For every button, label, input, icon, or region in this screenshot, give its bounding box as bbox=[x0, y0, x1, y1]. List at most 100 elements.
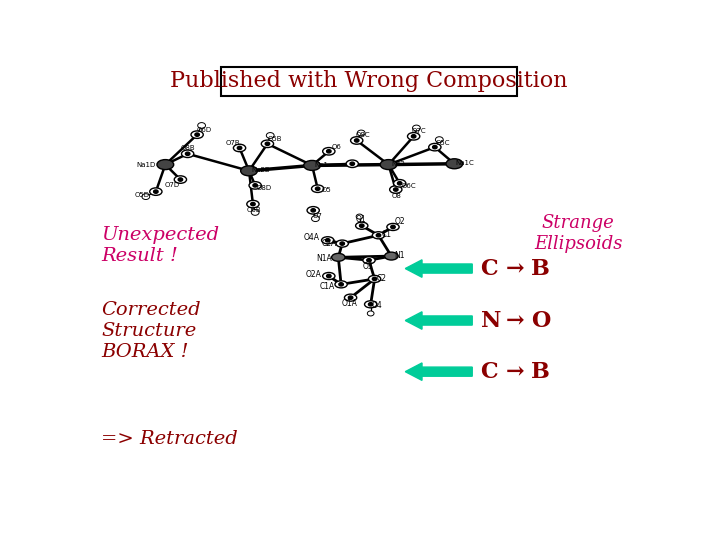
Circle shape bbox=[340, 242, 344, 245]
Circle shape bbox=[413, 125, 420, 131]
Text: →: → bbox=[505, 258, 524, 280]
Ellipse shape bbox=[181, 150, 194, 158]
Text: O5: O5 bbox=[321, 187, 331, 193]
Ellipse shape bbox=[332, 253, 345, 261]
Ellipse shape bbox=[384, 252, 398, 260]
FancyArrow shape bbox=[405, 312, 472, 329]
Circle shape bbox=[350, 162, 354, 165]
Ellipse shape bbox=[356, 222, 368, 230]
Text: O7D: O7D bbox=[165, 182, 180, 188]
Circle shape bbox=[327, 150, 331, 153]
Ellipse shape bbox=[312, 185, 324, 192]
Ellipse shape bbox=[335, 281, 347, 288]
Ellipse shape bbox=[323, 273, 335, 280]
Text: O8: O8 bbox=[392, 193, 401, 199]
Circle shape bbox=[142, 194, 150, 199]
Ellipse shape bbox=[233, 144, 246, 152]
Text: O7C: O7C bbox=[412, 129, 426, 134]
Ellipse shape bbox=[191, 131, 203, 138]
Text: C1A: C1A bbox=[320, 282, 336, 292]
FancyBboxPatch shape bbox=[221, 67, 517, 96]
Text: O4A: O4A bbox=[304, 233, 320, 242]
Circle shape bbox=[253, 184, 258, 187]
Circle shape bbox=[377, 234, 381, 237]
Circle shape bbox=[397, 181, 402, 185]
Text: O3: O3 bbox=[362, 261, 373, 271]
Ellipse shape bbox=[249, 181, 261, 189]
Circle shape bbox=[312, 216, 320, 221]
Circle shape bbox=[367, 311, 374, 316]
Circle shape bbox=[394, 188, 398, 191]
FancyArrow shape bbox=[405, 260, 472, 277]
Text: →: → bbox=[505, 361, 524, 383]
Circle shape bbox=[357, 130, 365, 136]
Text: N1A: N1A bbox=[317, 254, 332, 263]
Ellipse shape bbox=[428, 144, 441, 151]
Circle shape bbox=[327, 274, 331, 278]
Ellipse shape bbox=[261, 140, 274, 147]
Ellipse shape bbox=[304, 160, 320, 171]
Text: C2A: C2A bbox=[321, 239, 336, 248]
Circle shape bbox=[391, 225, 395, 228]
Text: B: B bbox=[531, 258, 549, 280]
Ellipse shape bbox=[408, 133, 420, 140]
Text: Corrected
Structure
BORAX !: Corrected Structure BORAX ! bbox=[101, 301, 201, 361]
Circle shape bbox=[369, 302, 373, 306]
Circle shape bbox=[359, 224, 364, 227]
Text: B: B bbox=[531, 361, 549, 383]
Circle shape bbox=[178, 178, 183, 181]
Text: O6B: O6B bbox=[247, 207, 261, 213]
Circle shape bbox=[348, 296, 353, 299]
Circle shape bbox=[315, 187, 320, 191]
Text: O8C: O8C bbox=[356, 132, 371, 138]
Text: Na2: Na2 bbox=[392, 161, 405, 167]
Ellipse shape bbox=[394, 180, 406, 187]
Ellipse shape bbox=[336, 240, 348, 247]
Ellipse shape bbox=[344, 294, 356, 301]
Text: => Retracted: => Retracted bbox=[101, 430, 238, 448]
Circle shape bbox=[411, 134, 416, 138]
Text: O8B: O8B bbox=[181, 145, 196, 151]
Circle shape bbox=[265, 142, 270, 145]
Circle shape bbox=[251, 202, 255, 206]
Circle shape bbox=[266, 133, 274, 138]
Text: Na1: Na1 bbox=[314, 162, 328, 168]
Text: O5D: O5D bbox=[135, 192, 150, 198]
Text: O: O bbox=[531, 309, 550, 332]
Ellipse shape bbox=[322, 237, 334, 244]
Circle shape bbox=[372, 277, 377, 281]
Ellipse shape bbox=[323, 147, 335, 155]
Text: Published with Wrong Composition: Published with Wrong Composition bbox=[170, 70, 568, 92]
Circle shape bbox=[238, 146, 242, 150]
Text: Unexpected
Result !: Unexpected Result ! bbox=[101, 226, 220, 265]
Text: C2: C2 bbox=[377, 274, 387, 283]
Ellipse shape bbox=[157, 160, 174, 170]
Circle shape bbox=[195, 133, 199, 136]
Circle shape bbox=[339, 282, 343, 286]
Text: O8D: O8D bbox=[256, 185, 271, 191]
Text: Strange
Ellipsoids: Strange Ellipsoids bbox=[534, 214, 623, 253]
Ellipse shape bbox=[369, 275, 381, 282]
Text: →: → bbox=[505, 309, 524, 332]
Text: Na1D: Na1D bbox=[137, 162, 156, 168]
Text: O5C: O5C bbox=[436, 140, 450, 146]
Text: O1: O1 bbox=[356, 215, 366, 224]
Text: O1A: O1A bbox=[341, 299, 357, 308]
Circle shape bbox=[186, 152, 190, 156]
Circle shape bbox=[433, 145, 437, 149]
Circle shape bbox=[325, 239, 330, 242]
Ellipse shape bbox=[446, 159, 463, 168]
Text: N: N bbox=[481, 309, 501, 332]
Text: O5B: O5B bbox=[268, 136, 282, 142]
Ellipse shape bbox=[307, 207, 320, 214]
Text: C: C bbox=[481, 258, 498, 280]
Circle shape bbox=[311, 208, 315, 212]
Text: O6: O6 bbox=[332, 144, 341, 150]
Ellipse shape bbox=[390, 186, 402, 193]
Ellipse shape bbox=[174, 176, 186, 183]
Ellipse shape bbox=[363, 256, 375, 264]
Ellipse shape bbox=[380, 160, 397, 170]
Text: O7B: O7B bbox=[225, 139, 240, 146]
Text: O4: O4 bbox=[372, 301, 383, 310]
Text: C: C bbox=[481, 361, 498, 383]
